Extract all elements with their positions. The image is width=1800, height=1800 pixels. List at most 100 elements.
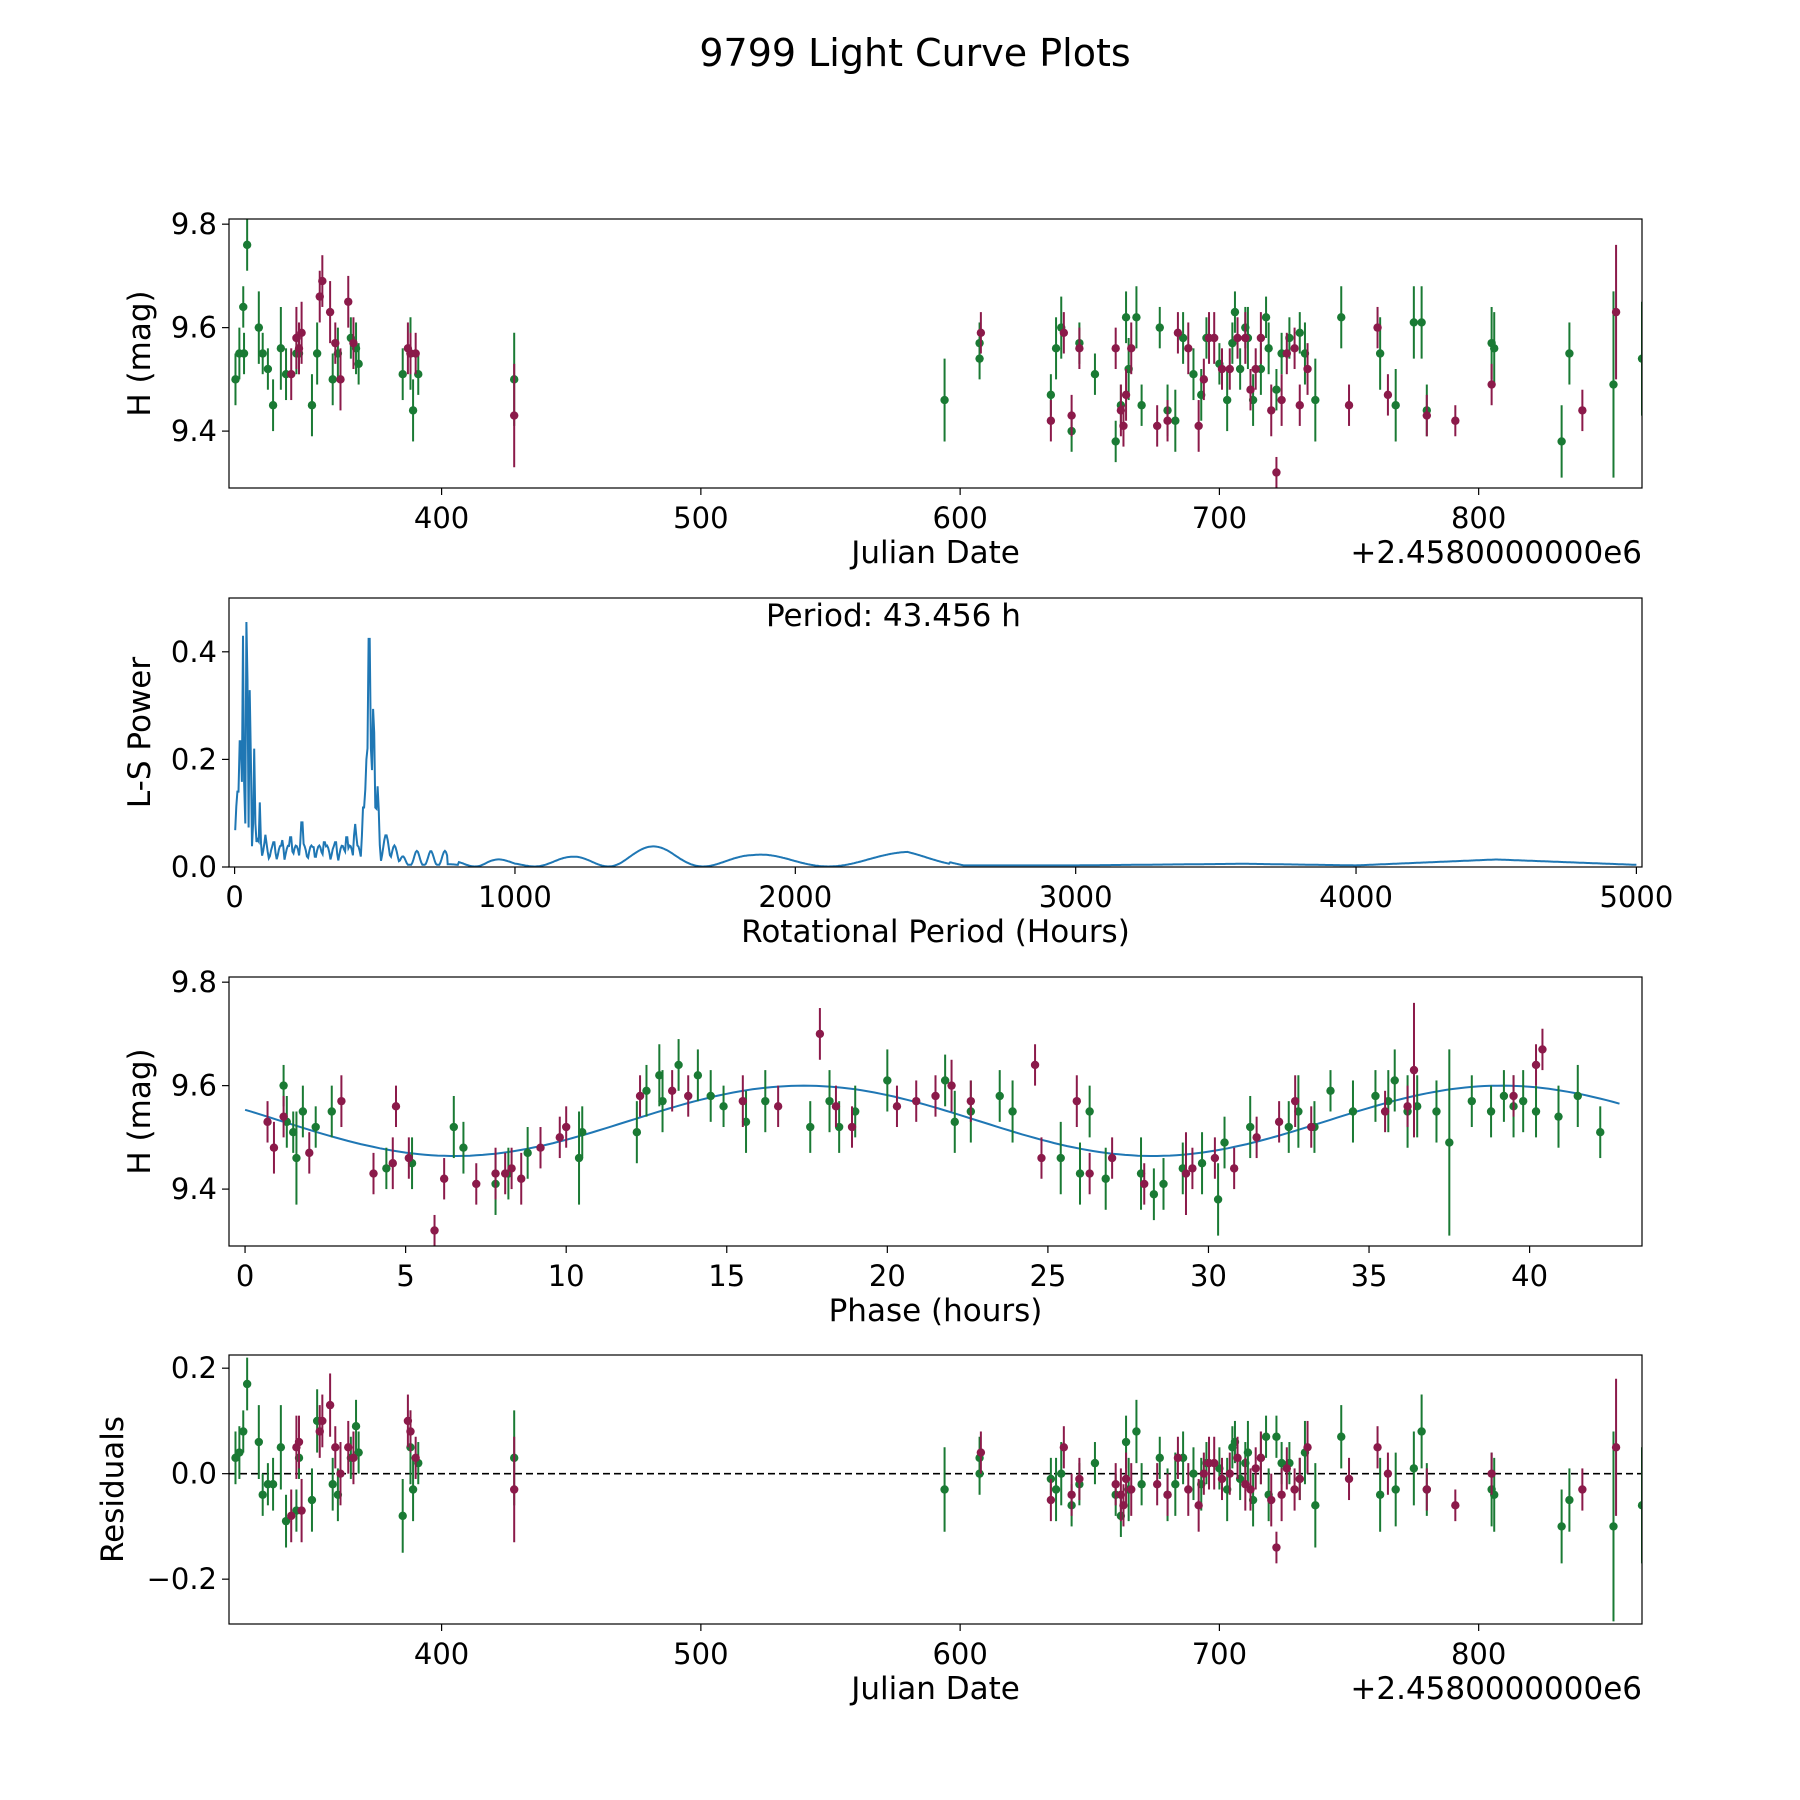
maroon-data-point (305, 1148, 314, 1158)
maroon-data-point (344, 1443, 353, 1452)
maroon-data-point (1487, 380, 1496, 389)
x-tick-label: 800 (1451, 1637, 1506, 1671)
maroon-data-point (472, 1179, 481, 1189)
green-data-point (268, 1480, 278, 1489)
maroon-data-point (1277, 395, 1286, 405)
green-data-point (1220, 1138, 1229, 1147)
green-data-point (883, 1076, 892, 1085)
maroon-data-point (738, 1096, 748, 1106)
green-data-point (761, 1096, 770, 1106)
maroon-data-point (667, 1086, 677, 1096)
maroon-data-point (287, 1511, 296, 1521)
green-data-point (1008, 1107, 1017, 1116)
x-tick-label: 5 (396, 1259, 414, 1293)
maroon-data-point (1163, 1490, 1172, 1499)
green-data-point (1121, 1437, 1131, 1447)
green-data-point (975, 338, 984, 348)
green-data-point (1371, 1091, 1380, 1101)
green-data-point (354, 359, 363, 369)
green-data-point (1243, 1448, 1253, 1457)
green-data-point (398, 1511, 407, 1521)
residuals-panel: 400 500 600 700 800 −0.2 0.0 0.2 Julian Date Resi… (95, 1351, 1643, 1707)
y-axis-label: L-S Power (122, 657, 158, 808)
green-data-point (1409, 318, 1419, 327)
lightcurve-panel: 400 500 600 700 800 9.4 9.6 9.8 Julian Date H (ma… (122, 207, 1643, 571)
maroon-data-point (1181, 1169, 1191, 1178)
x-tick-label: 35 (1351, 1259, 1388, 1293)
green-data-point (1554, 1112, 1563, 1121)
maroon-data-point (509, 1485, 519, 1494)
green-data-point (1417, 1427, 1426, 1436)
maroon-data-point (344, 297, 353, 306)
green-data-point (1246, 1122, 1255, 1132)
maroon-data-point (1059, 328, 1069, 338)
green-data-point (1171, 416, 1180, 425)
phased-panel: 0 5 10 15 20 25 30 35 40 9.4 9.6 9.8 Phase (hours) H … (122, 965, 1643, 1329)
x-tick-label: 10 (548, 1259, 585, 1293)
green-data-point (276, 344, 286, 353)
green-data-point (276, 1443, 286, 1452)
maroon-data-point (1184, 344, 1193, 353)
green-data-point (1375, 1490, 1385, 1499)
lightcurve-frame (228, 218, 1643, 489)
green-data-point (1075, 1169, 1085, 1178)
y-tick-label: 9.8 (171, 207, 217, 241)
green-data-point (239, 349, 249, 358)
green-data-point (1159, 1179, 1168, 1189)
maroon-data-point (297, 1506, 306, 1515)
maroon-data-point (1210, 1153, 1220, 1163)
green-data-point (408, 1485, 418, 1494)
maroon-data-point (507, 1164, 516, 1173)
maroon-data-point (1451, 416, 1460, 425)
y-tick-label: 9.4 (171, 414, 217, 448)
residuals-frame (228, 1354, 1643, 1625)
green-data-point (574, 1153, 584, 1163)
green-data-point (242, 240, 252, 250)
green-data-point (1565, 1495, 1574, 1505)
y-tick-label: 9.4 (171, 1172, 217, 1206)
x-tick-label: 400 (414, 501, 469, 535)
green-data-point (1149, 1190, 1159, 1199)
green-data-point (1272, 1432, 1281, 1441)
green-data-point (1101, 1174, 1110, 1183)
green-data-point (1573, 1091, 1582, 1101)
maroon-data-point (1383, 390, 1393, 400)
maroon-data-point (1140, 1179, 1149, 1189)
green-data-point (1222, 395, 1232, 405)
green-data-point (1046, 390, 1056, 400)
green-data-point (351, 1422, 361, 1431)
green-data-point (1213, 1195, 1223, 1204)
maroon-data-point (1217, 364, 1227, 374)
maroon-data-point (1267, 406, 1276, 415)
green-data-point (263, 364, 273, 374)
green-data-point (658, 1096, 667, 1106)
maroon-data-point (325, 307, 335, 317)
green-data-point (1132, 313, 1141, 322)
green-data-point (1311, 395, 1320, 405)
green-data-point (1337, 1432, 1346, 1441)
green-data-point (1137, 401, 1146, 410)
maroon-data-point (1451, 1501, 1460, 1510)
green-data-point (312, 349, 322, 358)
green-data-point (1294, 1107, 1303, 1116)
x-offset-label: +2.4580000000e6 (1350, 535, 1642, 571)
green-data-point (1056, 1153, 1065, 1163)
green-data-point (1137, 1480, 1146, 1489)
x-tick-label: 1000 (478, 880, 552, 914)
maroon-data-point (1085, 1169, 1094, 1178)
maroon-data-point (500, 1169, 510, 1178)
maroon-data-point (269, 1143, 279, 1152)
maroon-data-point (1030, 1060, 1040, 1070)
maroon-data-point (1251, 1464, 1260, 1473)
maroon-data-point (1111, 1480, 1120, 1489)
maroon-data-point (294, 1437, 304, 1447)
green-data-point (328, 1480, 337, 1489)
green-data-point (1391, 401, 1400, 410)
maroon-data-point (1119, 421, 1128, 431)
green-data-point (1284, 1122, 1293, 1132)
maroon-data-point (263, 1117, 272, 1127)
maroon-series (287, 1373, 1621, 1564)
y-tick-label: 0.4 (171, 635, 217, 669)
maroon-data-point (1152, 1480, 1162, 1489)
